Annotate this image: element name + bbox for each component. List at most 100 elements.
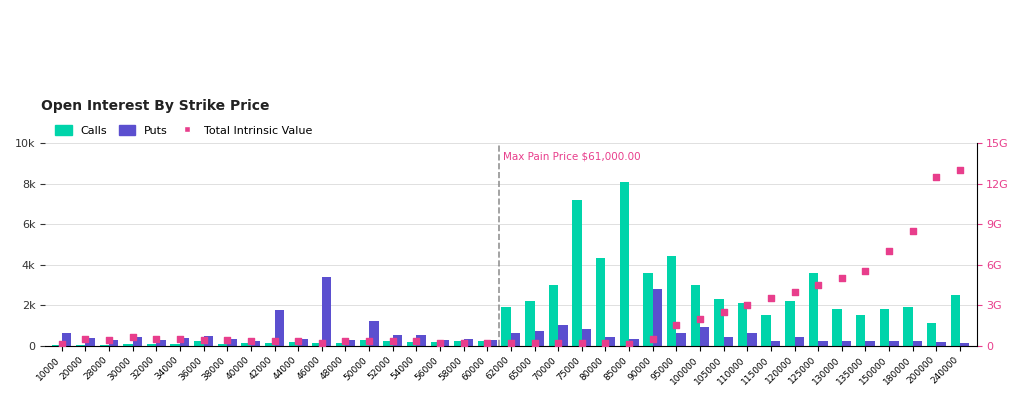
Bar: [511, 333, 520, 346]
Total Intrinsic Value: [479, 340, 496, 346]
Text: Max Pain Price $61,000.00: Max Pain Price $61,000.00: [503, 151, 640, 161]
Total Intrinsic Value: [881, 248, 897, 254]
Bar: [383, 342, 392, 346]
Total Intrinsic Value: [172, 336, 188, 342]
Bar: [690, 285, 700, 346]
Total Intrinsic Value: [360, 338, 377, 345]
Bar: [762, 315, 771, 346]
Bar: [714, 299, 724, 346]
Total Intrinsic Value: [100, 337, 117, 343]
Text: Open Interest By Strike Price: Open Interest By Strike Price: [41, 99, 269, 113]
Bar: [785, 301, 795, 346]
Total Intrinsic Value: [290, 338, 306, 345]
Bar: [157, 340, 166, 346]
Bar: [842, 342, 851, 346]
Bar: [52, 344, 61, 346]
Bar: [795, 337, 804, 346]
Total Intrinsic Value: [337, 338, 353, 345]
Bar: [464, 339, 473, 346]
Total Intrinsic Value: [313, 340, 330, 346]
Bar: [596, 259, 605, 346]
Bar: [298, 339, 307, 346]
Bar: [818, 342, 827, 346]
Total Intrinsic Value: [857, 268, 873, 275]
Total Intrinsic Value: [219, 337, 236, 343]
Bar: [61, 333, 72, 346]
Bar: [667, 257, 676, 346]
Total Intrinsic Value: [503, 340, 519, 346]
Total Intrinsic Value: [148, 336, 165, 342]
Total Intrinsic Value: [786, 288, 803, 295]
Total Intrinsic Value: [456, 340, 472, 346]
Bar: [724, 337, 733, 346]
Bar: [865, 342, 874, 346]
Bar: [643, 273, 652, 346]
Total Intrinsic Value: [53, 341, 70, 347]
Bar: [359, 340, 369, 346]
Bar: [430, 342, 440, 346]
Total Intrinsic Value: [384, 338, 400, 345]
Bar: [652, 289, 663, 346]
Bar: [312, 344, 322, 346]
Bar: [99, 344, 109, 346]
Bar: [558, 325, 567, 346]
Bar: [856, 315, 865, 346]
Total Intrinsic Value: [77, 336, 93, 342]
Total Intrinsic Value: [621, 341, 637, 347]
Bar: [833, 309, 842, 346]
Bar: [455, 342, 464, 346]
Total Intrinsic Value: [951, 167, 968, 173]
Bar: [417, 335, 426, 346]
Bar: [146, 344, 157, 346]
Total Intrinsic Value: [763, 295, 779, 302]
Bar: [629, 339, 639, 346]
Legend: Calls, Puts, Total Intrinsic Value: Calls, Puts, Total Intrinsic Value: [51, 120, 317, 140]
Total Intrinsic Value: [928, 174, 944, 180]
Bar: [76, 345, 85, 346]
Bar: [620, 182, 629, 346]
Bar: [880, 309, 889, 346]
Total Intrinsic Value: [243, 338, 259, 345]
Bar: [195, 342, 204, 346]
Bar: [502, 307, 511, 346]
Bar: [180, 338, 189, 346]
Bar: [227, 339, 237, 346]
Bar: [700, 327, 710, 346]
Bar: [265, 344, 274, 346]
Total Intrinsic Value: [810, 282, 826, 288]
Total Intrinsic Value: [834, 275, 850, 281]
Bar: [549, 285, 558, 346]
Bar: [535, 331, 544, 346]
Total Intrinsic Value: [526, 340, 543, 346]
Bar: [345, 340, 355, 346]
Total Intrinsic Value: [644, 336, 660, 342]
Bar: [204, 336, 213, 346]
Bar: [440, 340, 450, 346]
Total Intrinsic Value: [739, 302, 756, 308]
Bar: [171, 344, 180, 346]
Total Intrinsic Value: [692, 315, 709, 322]
Bar: [242, 344, 251, 346]
Total Intrinsic Value: [266, 338, 283, 345]
Bar: [903, 307, 912, 346]
Bar: [927, 323, 936, 346]
Total Intrinsic Value: [432, 340, 449, 346]
Bar: [133, 337, 142, 346]
Bar: [123, 344, 133, 346]
Bar: [392, 335, 402, 346]
Bar: [85, 338, 95, 346]
Bar: [572, 200, 582, 346]
Bar: [950, 295, 959, 346]
Bar: [336, 344, 345, 346]
Bar: [487, 340, 497, 346]
Bar: [251, 342, 260, 346]
Bar: [738, 303, 748, 346]
Total Intrinsic Value: [716, 309, 732, 315]
Bar: [748, 333, 757, 346]
Bar: [109, 340, 119, 346]
Bar: [478, 342, 487, 346]
Bar: [218, 344, 227, 346]
Bar: [959, 344, 970, 346]
Bar: [771, 342, 780, 346]
Bar: [322, 277, 331, 346]
